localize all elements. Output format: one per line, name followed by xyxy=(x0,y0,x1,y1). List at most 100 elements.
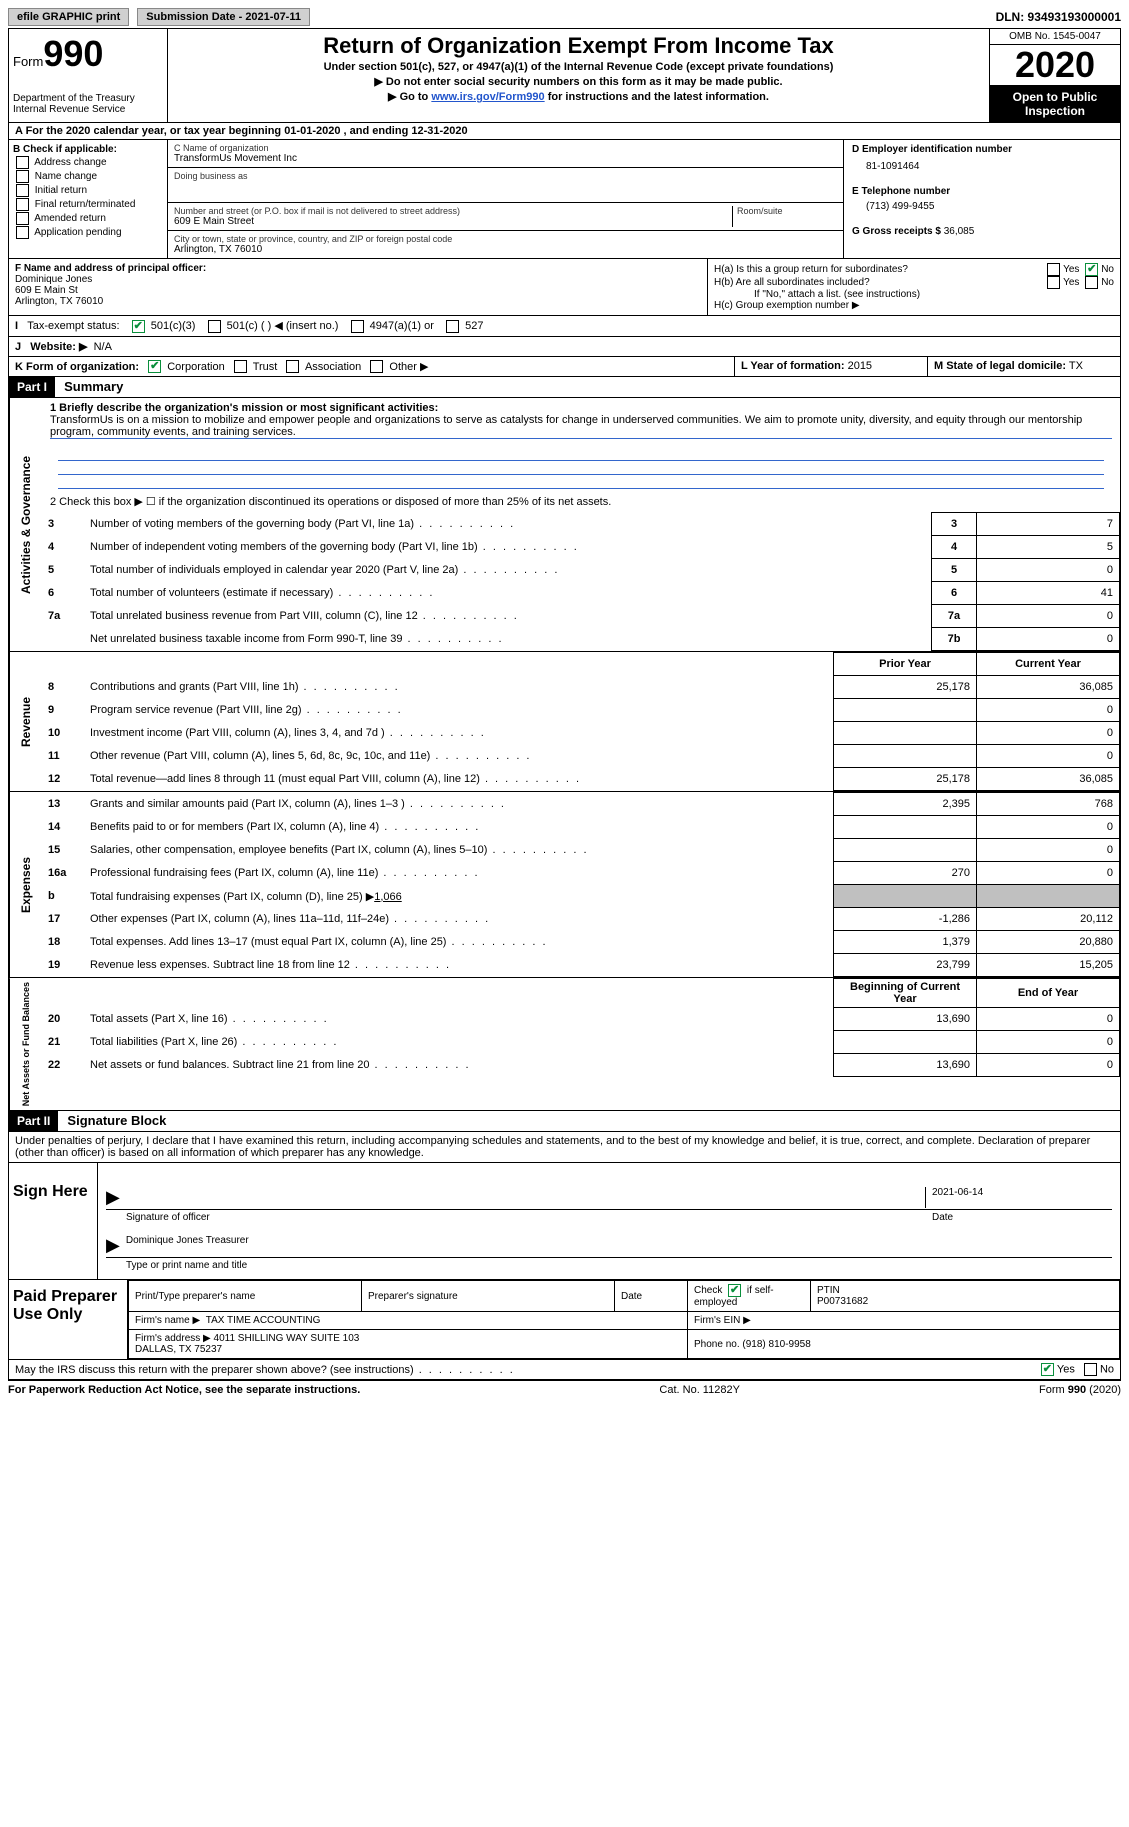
arrow-icon: ▶ xyxy=(106,1235,120,1256)
addr-value: 609 E Main Street xyxy=(174,216,732,227)
box-de: D Employer identification number 81-1091… xyxy=(843,140,1120,258)
tax-year: 2020 xyxy=(990,45,1120,86)
chk-pending[interactable]: Application pending xyxy=(13,226,163,239)
box-b-title: B Check if applicable: xyxy=(13,144,163,155)
footer-right: Form 990 (2020) xyxy=(1039,1384,1121,1396)
blank-line xyxy=(58,461,1104,475)
footer-left: For Paperwork Reduction Act Notice, see … xyxy=(8,1384,360,1396)
box-c: C Name of organization TransformUs Movem… xyxy=(168,140,843,258)
row-j: J Website: ▶ N/A xyxy=(9,337,1120,357)
dept-label: Department of the Treasury Internal Reve… xyxy=(13,93,163,115)
officer-addr1: 609 E Main St xyxy=(15,285,701,296)
chk-initial[interactable]: Initial return xyxy=(13,184,163,197)
form-title: Return of Organization Exempt From Incom… xyxy=(172,33,985,59)
form990-link[interactable]: www.irs.gov/Form990 xyxy=(431,91,544,103)
phone-value: (713) 499-9455 xyxy=(866,201,1112,212)
city-label: City or town, state or province, country… xyxy=(174,234,837,244)
footer-cat: Cat. No. 11282Y xyxy=(659,1384,740,1396)
hb-yes[interactable] xyxy=(1047,276,1060,289)
blank-line xyxy=(58,447,1104,461)
firm-phone-cell: Phone no. (918) 810-9958 xyxy=(688,1330,1120,1359)
side-governance: Activities & Governance xyxy=(9,398,42,651)
row-k: K Form of organization: ✔ Corporation Tr… xyxy=(9,357,735,377)
box-h: H(a) Is this a group return for subordin… xyxy=(708,259,1120,315)
discuss-no[interactable] xyxy=(1084,1363,1097,1376)
chk-501c[interactable] xyxy=(208,320,221,333)
netassets-table: Beginning of Current YearEnd of Year20To… xyxy=(42,978,1120,1077)
line2: 2 Check this box ▶ ☐ if the organization… xyxy=(42,491,1120,512)
gross-label: G Gross receipts $ xyxy=(852,226,941,237)
governance-table: 3Number of voting members of the governi… xyxy=(42,512,1120,651)
prep-h2: Preparer's signature xyxy=(362,1281,615,1312)
revenue-table: Prior YearCurrent Year8Contributions and… xyxy=(42,652,1120,791)
city-value: Arlington, TX 76010 xyxy=(174,244,837,255)
row-l: L Year of formation: 2015 xyxy=(735,357,928,377)
firm-addr-cell: Firm's address ▶ 4011 SHILLING WAY SUITE… xyxy=(129,1330,688,1359)
submission-date: Submission Date - 2021-07-11 xyxy=(137,8,310,26)
efile-print-button[interactable]: efile GRAPHIC print xyxy=(8,8,129,26)
chk-527[interactable] xyxy=(446,320,459,333)
discuss-yes[interactable]: ✔ xyxy=(1041,1363,1054,1376)
side-netassets: Net Assets or Fund Balances xyxy=(9,978,42,1110)
phone-label: E Telephone number xyxy=(852,186,1112,197)
firm-name-cell: Firm's name ▶ TAX TIME ACCOUNTING xyxy=(129,1312,688,1330)
expenses-table: 13Grants and similar amounts paid (Part … xyxy=(42,792,1120,977)
form-id-block: Form990 Department of the Treasury Inter… xyxy=(9,29,168,122)
chk-corp[interactable]: ✔ xyxy=(148,360,161,373)
dba-label: Doing business as xyxy=(174,171,837,181)
org-name-label: C Name of organization xyxy=(174,143,837,153)
firm-ein-cell: Firm's EIN ▶ xyxy=(688,1312,1120,1330)
ein-label: D Employer identification number xyxy=(852,144,1112,155)
goto-pre: ▶ Go to xyxy=(388,91,431,103)
discuss-row: May the IRS discuss this return with the… xyxy=(9,1360,1120,1380)
part2-title: Signature Block xyxy=(61,1113,166,1128)
header-right: OMB No. 1545-0047 2020 Open to Public In… xyxy=(989,29,1120,122)
chk-trust[interactable] xyxy=(234,360,247,373)
chk-selfemp[interactable]: ✔ xyxy=(728,1284,741,1297)
box-f: F Name and address of principal officer:… xyxy=(9,259,708,315)
sig-officer-label: Signature of officer xyxy=(126,1212,932,1223)
arrow-icon: ▶ xyxy=(106,1187,120,1208)
form-number: 990 xyxy=(43,33,103,74)
row-a-period: A For the 2020 calendar year, or tax yea… xyxy=(9,123,1120,140)
mission-text: TransformUs is on a mission to mobilize … xyxy=(50,414,1112,439)
sign-here-label: Sign Here xyxy=(9,1163,98,1279)
chk-amended[interactable]: Amended return xyxy=(13,212,163,225)
chk-address[interactable]: Address change xyxy=(13,156,163,169)
row-i: I Tax-exempt status: ✔ 501(c)(3) 501(c) … xyxy=(9,316,1120,337)
signer-name: Dominique Jones Treasurer xyxy=(126,1235,249,1256)
row-m: M State of legal domicile: TX xyxy=(928,357,1120,377)
chk-other[interactable] xyxy=(370,360,383,373)
part1-header: Part I xyxy=(9,377,55,397)
discuss-text: May the IRS discuss this return with the… xyxy=(15,1364,515,1376)
blank-line xyxy=(58,475,1104,489)
taxexempt-label: Tax-exempt status: xyxy=(27,320,119,332)
chk-name[interactable]: Name change xyxy=(13,170,163,183)
addr-label: Number and street (or P.O. box if mail i… xyxy=(174,206,732,216)
ha-yes[interactable] xyxy=(1047,263,1060,276)
form-subtitle: Under section 501(c), 527, or 4947(a)(1)… xyxy=(172,61,985,73)
website-label: Website: ▶ xyxy=(30,341,87,353)
signer-name-label: Type or print name and title xyxy=(126,1260,1112,1271)
ha-no[interactable]: ✔ xyxy=(1085,263,1098,276)
chk-assoc[interactable] xyxy=(286,360,299,373)
part1-title: Summary xyxy=(58,379,123,394)
prep-h1: Print/Type preparer's name xyxy=(129,1281,362,1312)
chk-final[interactable]: Final return/terminated xyxy=(13,198,163,211)
penalty-text: Under penalties of perjury, I declare th… xyxy=(9,1132,1120,1162)
chk-501c3[interactable]: ✔ xyxy=(132,320,145,333)
dln-label: DLN: 93493193000001 xyxy=(996,10,1121,24)
hb-label: H(b) Are all subordinates included? xyxy=(714,277,870,288)
side-expenses: Expenses xyxy=(9,792,42,977)
ein-value: 81-1091464 xyxy=(866,161,1112,172)
chk-4947[interactable] xyxy=(351,320,364,333)
sign-date-label: Date xyxy=(932,1212,1112,1223)
hb-no[interactable] xyxy=(1085,276,1098,289)
omb-number: OMB No. 1545-0047 xyxy=(990,29,1120,45)
sign-date: 2021-06-14 xyxy=(925,1187,1112,1208)
open-public-badge: Open to Public Inspection xyxy=(990,86,1120,122)
website-value: N/A xyxy=(94,341,112,353)
ha-label: H(a) Is this a group return for subordin… xyxy=(714,264,908,275)
prep-selfemp: Check ✔ if self-employed xyxy=(688,1281,811,1312)
hc-label: H(c) Group exemption number ▶ xyxy=(714,300,1114,311)
